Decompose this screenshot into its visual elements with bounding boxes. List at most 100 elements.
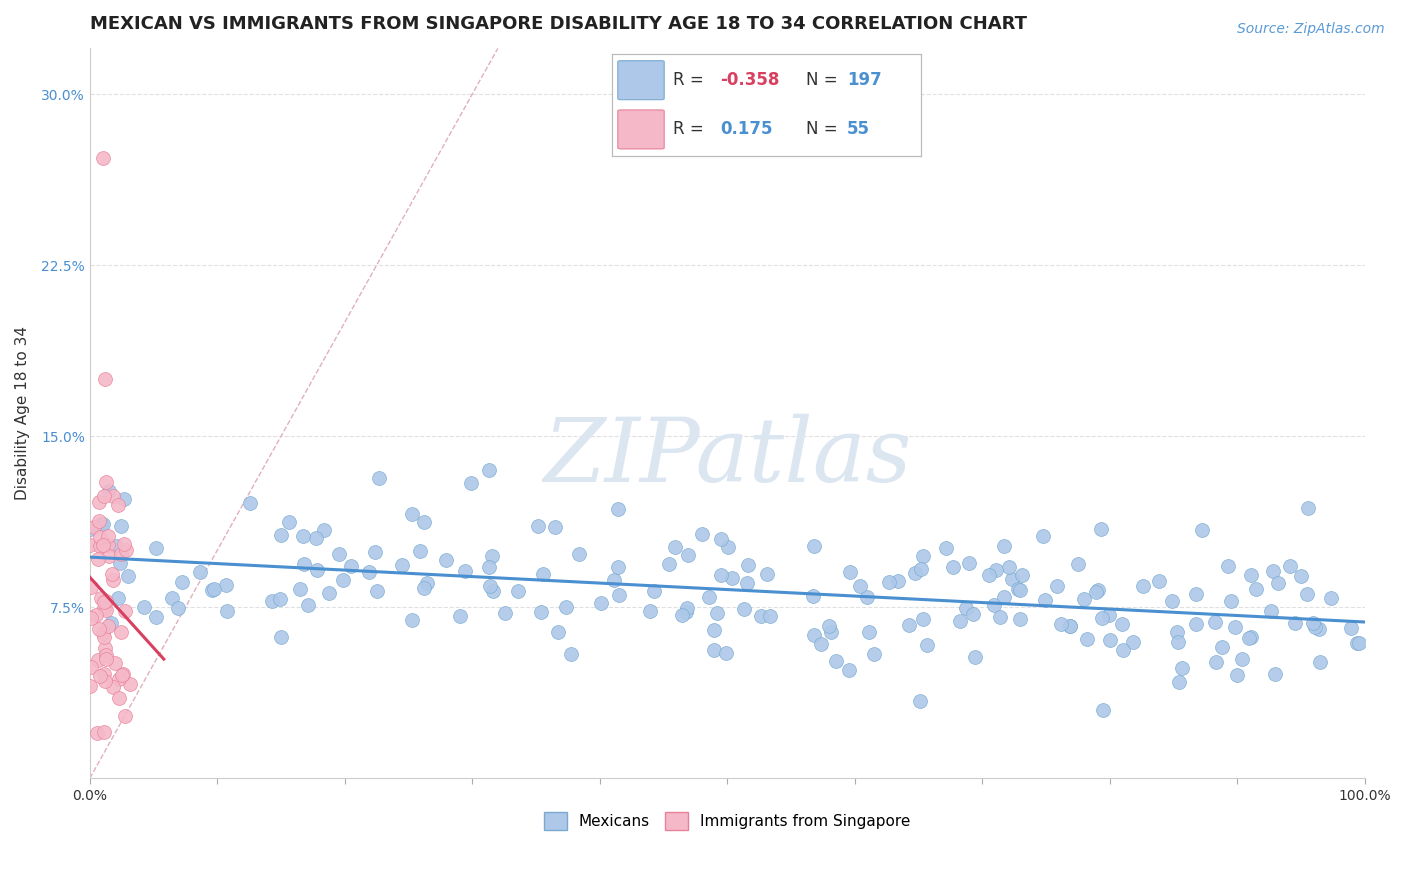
Point xyxy=(413,515,436,529)
Point xyxy=(413,582,436,596)
Point xyxy=(112,536,135,550)
Point xyxy=(706,606,728,620)
Point xyxy=(856,590,879,604)
Point xyxy=(803,628,825,642)
Point xyxy=(1226,668,1249,682)
Point xyxy=(145,541,167,556)
Point xyxy=(993,539,1015,553)
Point xyxy=(110,518,132,533)
Point xyxy=(105,539,128,553)
Point xyxy=(1246,582,1268,596)
Point xyxy=(1171,661,1194,675)
FancyBboxPatch shape xyxy=(617,61,664,100)
Point xyxy=(297,598,319,612)
Point xyxy=(640,604,662,618)
Point xyxy=(107,498,129,512)
Point xyxy=(993,590,1015,604)
Point xyxy=(1099,632,1122,647)
Point xyxy=(1059,619,1081,633)
Text: 55: 55 xyxy=(846,120,870,138)
Point xyxy=(87,652,110,666)
Point xyxy=(94,674,117,689)
Point xyxy=(714,646,737,660)
Point xyxy=(710,532,733,546)
Point xyxy=(643,583,665,598)
Point xyxy=(555,600,578,615)
Text: N =: N = xyxy=(807,71,838,89)
Point xyxy=(1261,565,1284,579)
Point xyxy=(1279,558,1302,573)
Point xyxy=(531,567,554,582)
Point xyxy=(1091,703,1114,717)
Point xyxy=(1219,594,1241,608)
Point xyxy=(94,651,117,665)
Point xyxy=(94,372,117,386)
Point xyxy=(1076,632,1098,646)
Point xyxy=(839,565,862,579)
Point xyxy=(93,489,115,503)
Point xyxy=(1091,611,1114,625)
Text: N =: N = xyxy=(807,120,838,138)
Point xyxy=(90,517,112,532)
Point xyxy=(1010,612,1032,626)
Point xyxy=(101,489,124,503)
Point xyxy=(547,625,569,640)
Point xyxy=(328,547,350,561)
Point xyxy=(100,615,122,630)
Point xyxy=(692,527,714,541)
Point xyxy=(98,549,121,564)
Point xyxy=(817,618,839,632)
Point xyxy=(270,528,292,542)
Point xyxy=(737,575,759,590)
Point xyxy=(170,575,193,590)
Point xyxy=(1050,616,1073,631)
Point xyxy=(93,667,115,681)
Point xyxy=(1240,631,1263,645)
Point xyxy=(96,475,118,489)
Point xyxy=(91,517,114,532)
Point xyxy=(1309,656,1331,670)
Point xyxy=(1046,579,1069,593)
Point xyxy=(408,543,430,558)
Point xyxy=(1011,568,1033,582)
Point xyxy=(749,609,772,624)
Point xyxy=(911,549,934,563)
Point xyxy=(112,491,135,506)
Point xyxy=(108,691,131,706)
Point xyxy=(115,542,138,557)
Point xyxy=(1090,522,1112,536)
Point xyxy=(1001,572,1024,586)
Point xyxy=(838,664,860,678)
Point xyxy=(97,619,120,633)
Point xyxy=(820,624,842,639)
Point xyxy=(366,583,388,598)
Point xyxy=(449,608,471,623)
Point xyxy=(100,566,122,581)
Point xyxy=(87,551,110,566)
Point xyxy=(1302,616,1324,631)
Point xyxy=(332,573,354,587)
Point xyxy=(560,647,582,661)
Point xyxy=(1204,615,1226,629)
Point xyxy=(1007,582,1029,597)
Point xyxy=(277,516,299,530)
Point xyxy=(478,560,501,574)
Point xyxy=(1218,558,1240,573)
Point xyxy=(675,605,697,619)
Point xyxy=(697,590,720,604)
Point xyxy=(801,589,824,603)
Point xyxy=(314,523,336,537)
Point xyxy=(239,496,262,510)
Point xyxy=(93,630,115,644)
Point xyxy=(1032,529,1054,543)
Point xyxy=(1059,619,1081,633)
Point xyxy=(104,657,127,671)
Point xyxy=(1168,675,1191,690)
Point xyxy=(508,584,530,599)
Point xyxy=(201,582,224,597)
Point xyxy=(589,596,612,610)
Point xyxy=(108,556,131,570)
Point xyxy=(1149,574,1171,588)
Text: MEXICAN VS IMMIGRANTS FROM SINGAPORE DISABILITY AGE 18 TO 34 CORRELATION CHART: MEXICAN VS IMMIGRANTS FROM SINGAPORE DIS… xyxy=(90,15,1026,33)
Point xyxy=(912,612,935,626)
